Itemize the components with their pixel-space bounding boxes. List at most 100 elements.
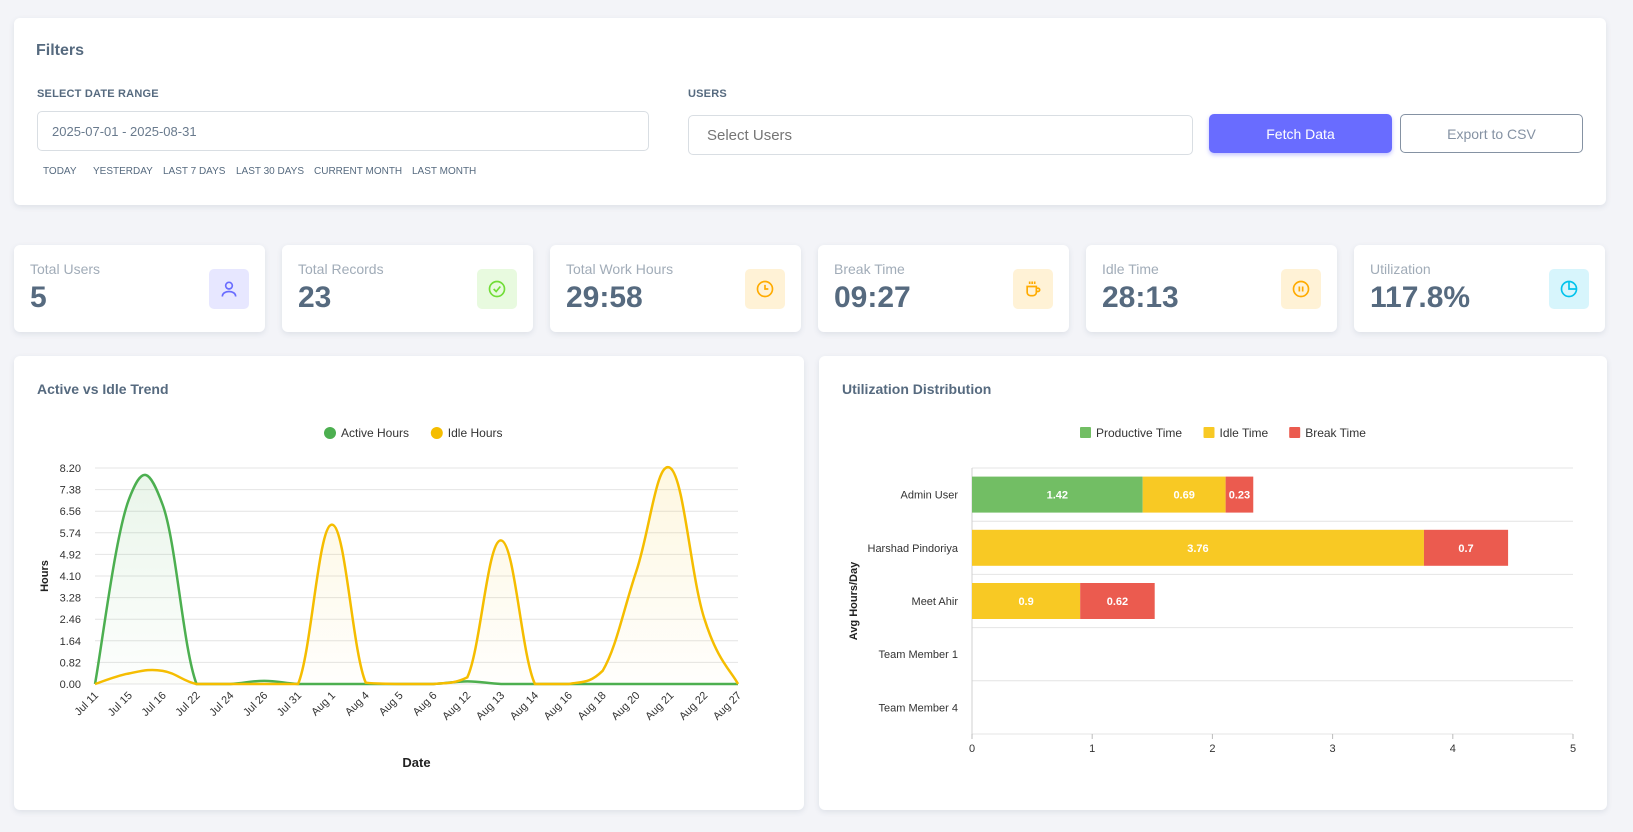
user-icon	[209, 269, 249, 309]
legend-label: Active Hours	[341, 426, 409, 440]
x-tick-label: Jul 24	[207, 690, 236, 719]
trend-chart-title: Active vs Idle Trend	[37, 381, 169, 397]
x-tick-label: 1	[1089, 743, 1095, 755]
x-tick-label: Jul 15	[106, 690, 135, 719]
utilization-chart-title: Utilization Distribution	[842, 381, 992, 397]
y-tick-label: 2.46	[60, 614, 81, 626]
stat-card-idle-time: Idle Time 28:13	[1086, 245, 1337, 332]
utilization-chart-card: Utilization Distribution 0 1 2 3 4 5 Productiv…	[819, 356, 1607, 810]
bar-segment	[1225, 476, 1254, 513]
legend-label: Idle Time	[1220, 426, 1269, 440]
y-tick-label: 5.74	[60, 528, 81, 540]
filters-card: Filters SELECT DATE RANGE TODAY YESTERDA…	[14, 18, 1606, 205]
bar-segment	[1080, 583, 1155, 619]
y-tick-label: 3.28	[60, 593, 81, 605]
bar-value-label: 3.76	[1187, 543, 1208, 555]
x-tick-label: 5	[1570, 743, 1576, 755]
stat-card-total-records: Total Records 23	[282, 245, 533, 332]
bar-value-label: 0.9	[1018, 596, 1033, 608]
y-tick-label: 0.82	[60, 657, 81, 669]
bar-segment	[972, 583, 1081, 619]
series-area	[95, 474, 738, 684]
preset-yesterday[interactable]: YESTERDAY	[93, 166, 153, 177]
fetch-data-button[interactable]: Fetch Data	[1209, 114, 1392, 153]
y-tick-label: 0.00	[60, 679, 81, 691]
stat-value: 29:58	[566, 281, 643, 314]
x-tick-label: Aug 4	[343, 690, 372, 719]
x-tick-label: Aug 12	[440, 690, 473, 723]
y-axis-title: Hours	[39, 560, 51, 592]
x-tick-label: Aug 16	[542, 690, 575, 723]
category-label: Team Member 1	[879, 649, 958, 661]
bar-value-label: 0.23	[1229, 490, 1250, 502]
y-tick-label: 4.10	[60, 571, 81, 583]
stat-value: 28:13	[1102, 281, 1179, 314]
x-tick-label: Jul 16	[140, 690, 169, 719]
legend-label: Idle Hours	[448, 426, 503, 440]
stat-label: Total Work Hours	[566, 261, 674, 277]
date-range-label: SELECT DATE RANGE	[37, 88, 159, 100]
bar-segment	[972, 529, 1424, 566]
category-label: Team Member 4	[879, 702, 958, 714]
stat-label: Utilization	[1370, 261, 1431, 277]
preset-last-30-days[interactable]: LAST 30 DAYS	[236, 166, 304, 177]
bar-segment	[1423, 529, 1509, 566]
x-tick-label: Aug 20	[609, 690, 642, 723]
category-label: Admin User	[901, 490, 959, 502]
y-tick-label: 6.56	[60, 506, 81, 518]
stat-value: 09:27	[834, 281, 911, 314]
x-tick-label: 4	[1450, 743, 1456, 755]
x-tick-label: Aug 22	[677, 690, 710, 723]
bar-value-label: 0.69	[1173, 490, 1194, 502]
coffee-icon	[1013, 269, 1053, 309]
bar-segment	[972, 476, 1143, 513]
stat-value: 23	[298, 281, 332, 314]
legend-marker	[1289, 427, 1301, 438]
x-tick-label: Aug 13	[474, 690, 507, 723]
legend-label: Productive Time	[1096, 426, 1182, 440]
x-tick-label: 2	[1209, 743, 1215, 755]
x-tick-label: Aug 21	[643, 690, 676, 723]
bar-segment	[1142, 476, 1226, 513]
stat-label: Total Records	[298, 261, 384, 277]
bar-value-label: 1.42	[1047, 490, 1068, 502]
stat-label: Idle Time	[1102, 261, 1159, 277]
x-tick-label: Aug 27	[711, 690, 744, 723]
stat-card-total-users: Total Users 5	[14, 245, 265, 332]
x-tick-label: Jul 11	[72, 690, 101, 719]
x-tick-label: Aug 18	[576, 690, 609, 723]
category-label: Meet Ahir	[912, 596, 959, 608]
bar-value-label: 0.62	[1107, 596, 1128, 608]
y-tick-label: 7.38	[60, 485, 81, 497]
x-tick-label: Aug 6	[411, 690, 440, 719]
stat-label: Break Time	[834, 261, 905, 277]
stat-card-total-work-hours: Total Work Hours 29:58	[550, 245, 801, 332]
legend-marker	[1203, 427, 1215, 438]
preset-last-month[interactable]: LAST MONTH	[412, 166, 477, 177]
legend-label: Break Time	[1305, 426, 1366, 440]
y-tick-label: 1.64	[60, 636, 81, 648]
pause-circle-icon	[1281, 269, 1321, 309]
stat-card-break-time: Break Time 09:27	[818, 245, 1069, 332]
category-label: Harshad Pindoriya	[868, 543, 959, 555]
legend-marker	[1080, 427, 1091, 438]
utilization-chart: 0 1 2 3 4 5 Productive Time Idle Time Break Time…	[848, 426, 1576, 755]
stat-value: 117.8%	[1370, 281, 1471, 314]
preset-today[interactable]: TODAY	[43, 166, 77, 177]
x-axis-title: Date	[402, 755, 430, 770]
x-tick-label: Jul 26	[241, 690, 270, 719]
users-label: USERS	[688, 88, 727, 100]
check-circle-icon	[477, 269, 517, 309]
date-range-input[interactable]	[37, 111, 649, 151]
bar-value-label: 0.7	[1458, 543, 1473, 555]
stat-value: 5	[30, 281, 47, 314]
export-csv-button[interactable]: Export to CSV	[1400, 114, 1583, 153]
x-tick-label: Jul 22	[173, 690, 202, 719]
filters-title: Filters	[36, 42, 85, 59]
preset-last-7-days[interactable]: LAST 7 DAYS	[163, 166, 226, 177]
series-area	[95, 467, 738, 684]
users-select[interactable]	[688, 115, 1193, 155]
stat-card-utilization: Utilization 117.8%	[1354, 245, 1605, 332]
x-tick-label: Jul 31	[275, 690, 304, 719]
preset-current-month[interactable]: CURRENT MONTH	[314, 166, 403, 177]
